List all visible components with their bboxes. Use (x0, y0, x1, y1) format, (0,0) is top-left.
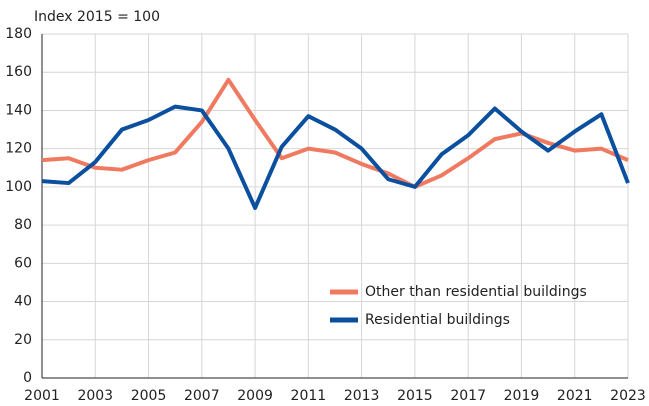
legend-label: Residential buildings (365, 312, 510, 328)
x-tick-label: 2015 (397, 388, 433, 404)
x-tick-label: 2019 (504, 388, 540, 404)
x-tick-label: 2017 (450, 388, 486, 404)
y-axis-label: Index 2015 = 100 (34, 9, 160, 25)
y-tick-label: 80 (14, 217, 32, 233)
y-tick-label: 100 (5, 179, 32, 195)
y-tick-label: 40 (14, 294, 32, 310)
x-tick-label: 2023 (610, 388, 646, 404)
x-tick-label: 2009 (237, 388, 273, 404)
x-tick-label: 2007 (184, 388, 220, 404)
series-line (41, 104, 630, 210)
y-tick-label: 160 (5, 64, 32, 80)
series-line (41, 77, 629, 189)
y-tick-label: 180 (5, 26, 32, 42)
x-tick-label: 2011 (291, 388, 327, 404)
y-tick-label: 60 (14, 255, 32, 271)
x-tick-label: 2003 (77, 388, 113, 404)
legend-label: Other than residential buildings (365, 284, 587, 300)
y-tick-label: 120 (5, 141, 32, 157)
x-tick-label: 2001 (24, 388, 60, 404)
y-tick-label: 20 (14, 332, 32, 348)
x-tick-label: 2005 (131, 388, 167, 404)
y-tick-label: 140 (5, 102, 32, 118)
x-tick-label: 2021 (557, 388, 593, 404)
y-tick-label: 0 (23, 370, 32, 386)
x-tick-label: 2013 (344, 388, 380, 404)
